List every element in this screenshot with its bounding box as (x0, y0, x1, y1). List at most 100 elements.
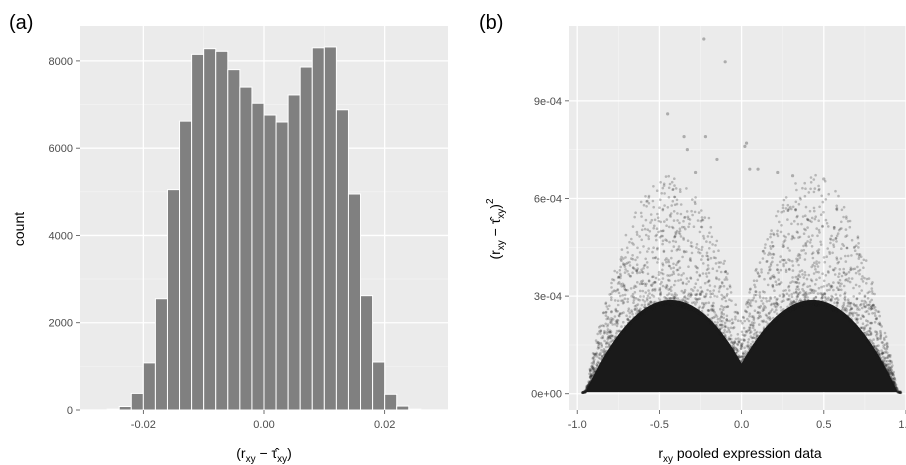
scatter-point (786, 246, 790, 250)
scatter-point (625, 314, 628, 318)
scatter-point (672, 245, 676, 248)
scatter-point (848, 319, 851, 323)
scatter-point (611, 278, 614, 281)
scatter-point (636, 281, 639, 284)
scatter-point (899, 390, 902, 394)
scatter-point (651, 275, 654, 279)
scatter-point (699, 314, 702, 317)
scatter-point (782, 312, 785, 316)
scatter-point (871, 341, 874, 345)
scatter-point (875, 353, 878, 356)
scatter-point (619, 272, 622, 276)
scatter-point (651, 307, 654, 311)
scatter-point (662, 182, 666, 186)
scatter-point (646, 294, 650, 298)
scatter-point (784, 261, 788, 265)
scatter-point (592, 374, 596, 378)
scatter-point (633, 308, 637, 311)
scatter-point (889, 370, 892, 374)
scatter-point (589, 372, 593, 376)
scatter-point (813, 261, 816, 265)
scatter-point (791, 301, 794, 304)
scatter-point (653, 281, 656, 284)
scatter-point (618, 312, 622, 316)
scatter-point (817, 184, 820, 188)
scatter-point (648, 303, 651, 306)
scatter-point (896, 390, 900, 393)
scatter-point (730, 348, 733, 351)
scatter-point (872, 304, 875, 307)
scatter-point (791, 205, 795, 209)
scatter-point (865, 331, 868, 334)
scatter-point (882, 363, 885, 367)
scatter-point (782, 240, 786, 243)
scatter-point (590, 373, 594, 376)
scatter-point (791, 264, 795, 267)
scatter-point (620, 330, 623, 334)
scatter-point (590, 361, 594, 365)
scatter-point (702, 312, 705, 316)
scatter-point (700, 312, 703, 315)
scatter-point (589, 369, 592, 373)
histogram-bar (384, 393, 398, 411)
scatter-point (682, 225, 686, 229)
scatter-point (724, 338, 727, 342)
scatter-point (653, 306, 656, 310)
scatter-point (591, 376, 595, 380)
scatter-point (598, 363, 602, 367)
scatter-point (781, 206, 785, 210)
scatter-point (685, 301, 688, 304)
scatter-point (891, 372, 895, 375)
scatter-point (711, 322, 714, 325)
histogram-bar (251, 102, 265, 411)
scatter-point (584, 389, 588, 393)
scatter-point (597, 356, 601, 360)
scatter-point (747, 338, 751, 341)
scatter-point (603, 355, 606, 359)
scatter-point (824, 303, 827, 306)
scatter-point (740, 345, 743, 349)
scatter-point (636, 311, 640, 315)
scatter-point (806, 285, 809, 289)
scatter-point (870, 307, 873, 310)
scatter-point (700, 289, 704, 293)
scatter-point (868, 341, 871, 344)
scatter-point (832, 309, 835, 312)
scatter-point (723, 270, 727, 274)
scatter-point (895, 389, 899, 392)
scatter-point (714, 244, 717, 247)
scatter-point (741, 315, 745, 319)
scatter-point (881, 360, 885, 363)
scatter-point (610, 298, 613, 302)
scatter-point (684, 306, 688, 310)
scatter-point (653, 256, 657, 260)
scatter-point (851, 314, 855, 317)
scatter-point (872, 338, 875, 341)
scatter-point (790, 207, 793, 211)
scatter-point (601, 336, 605, 340)
scatter-point (769, 303, 773, 307)
scatter-point (694, 293, 697, 297)
scatter-point (874, 351, 877, 355)
scatter-point (816, 251, 820, 255)
scatter-point (648, 307, 652, 310)
histogram-bar (408, 408, 422, 411)
scatter-point (817, 303, 820, 307)
scatter-point (723, 334, 727, 337)
scatter-point (790, 222, 793, 226)
scatter-point (608, 304, 611, 308)
scatter-point (778, 315, 781, 318)
scatter-point (668, 303, 672, 307)
scatter-point (764, 328, 767, 331)
scatter-point (842, 313, 845, 316)
scatter-point (805, 293, 809, 296)
scatter-point (822, 292, 826, 295)
scatter-point (620, 285, 623, 288)
scatter-point (819, 304, 823, 308)
scatter-point (701, 254, 704, 258)
scatter-point (587, 382, 591, 386)
scatter-point (736, 349, 740, 353)
scatter-point (860, 277, 863, 281)
scatter-point (741, 355, 744, 358)
